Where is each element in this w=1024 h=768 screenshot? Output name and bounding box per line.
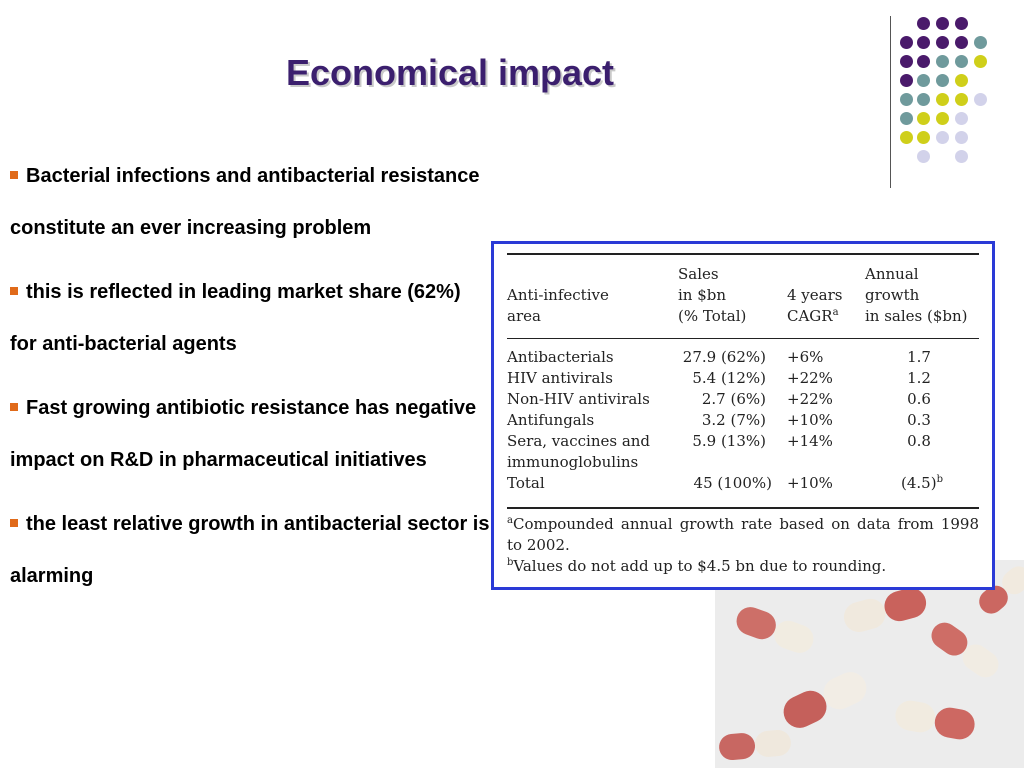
bullet-item: Bacterial infections and antibacterial r… xyxy=(10,150,490,254)
row-area: Sera, vaccines and xyxy=(507,432,651,450)
header-area-line2: area xyxy=(507,307,541,325)
bullet-text: Bacterial infections and antibacterial r… xyxy=(10,165,480,239)
header-sales-line3: (% Total) xyxy=(678,307,747,325)
header-cagr-line1: 4 years xyxy=(787,286,843,304)
bullet-text: Fast growing antibiotic resistance has n… xyxy=(10,397,477,471)
footnote-mark-a: a xyxy=(832,307,839,318)
row-area-total: Total xyxy=(507,474,545,492)
row-cagr: +10% xyxy=(787,411,833,429)
row-cagr: +22% xyxy=(787,369,833,387)
row-growth: 1.7 xyxy=(907,348,931,366)
bullet-list: Bacterial infections and antibacterial r… xyxy=(10,150,490,614)
bullet-square-icon xyxy=(10,287,18,295)
bullet-item: this is reflected in leading market shar… xyxy=(10,266,490,370)
row-area: HIV antivirals xyxy=(507,369,613,387)
row-cagr-total: +10% xyxy=(787,474,833,492)
bullet-text: this is reflected in leading market shar… xyxy=(10,281,461,355)
decorative-dot-grid xyxy=(900,14,1020,174)
header-sales-line2: in $bn xyxy=(678,286,727,304)
slide-title: Economical impact xyxy=(285,52,615,93)
table-top-rule xyxy=(507,253,979,255)
row-cagr: +22% xyxy=(787,390,833,408)
row-area: Non-HIV antivirals xyxy=(507,390,650,408)
footnote-b: bValues do not add up to $4.5 bn due to … xyxy=(507,557,887,575)
bullet-text: the least relative growth in antibacteri… xyxy=(10,513,490,587)
divider-line xyxy=(890,16,891,188)
row-growth-total: (4.5)b xyxy=(901,474,943,492)
bullet-square-icon xyxy=(10,171,18,179)
row-sales: 5.4 (12%) xyxy=(692,369,766,387)
table-bottom-rule xyxy=(507,507,979,509)
table-header-rule xyxy=(507,338,979,339)
row-area: Antifungals xyxy=(507,411,595,429)
header-growth-line1: Annual xyxy=(865,265,919,283)
anti-infective-sales-table: Anti-infective area Sales in $bn (% Tota… xyxy=(491,241,995,590)
row-sales: 27.9 (62%) xyxy=(682,348,766,366)
header-growth-line3: in sales ($bn) xyxy=(865,307,968,325)
row-cagr: +6% xyxy=(787,348,824,366)
bullet-square-icon xyxy=(10,519,18,527)
row-growth: 1.2 xyxy=(907,369,931,387)
row-sales: 3.2 (7%) xyxy=(701,411,766,429)
row-area-continued: immunoglobulins xyxy=(507,453,639,471)
row-cagr: +14% xyxy=(787,432,833,450)
header-growth-line2: growth xyxy=(865,286,920,304)
bullet-square-icon xyxy=(10,403,18,411)
pills-image-icon xyxy=(715,560,1024,768)
header-cagr-line2: CAGRa xyxy=(787,307,839,325)
header-area-line1: Anti-infective xyxy=(507,286,609,304)
row-area: Antibacterials xyxy=(507,348,614,366)
bullet-item: Fast growing antibiotic resistance has n… xyxy=(10,382,490,486)
header-sales-line1: Sales xyxy=(678,265,719,283)
bullet-item: the least relative growth in antibacteri… xyxy=(10,498,490,602)
pills-photo xyxy=(715,560,1024,768)
footnote-a: aCompounded annual growth rate based on … xyxy=(507,515,979,554)
footnote-mark-b: b xyxy=(936,474,943,485)
row-sales: 2.7 (6%) xyxy=(701,390,766,408)
row-sales: 5.9 (13%) xyxy=(692,432,766,450)
row-growth: 0.6 xyxy=(907,390,931,408)
row-growth: 0.8 xyxy=(907,432,931,450)
row-growth: 0.3 xyxy=(907,411,931,429)
row-sales-total: 45 (100%) xyxy=(693,474,772,492)
